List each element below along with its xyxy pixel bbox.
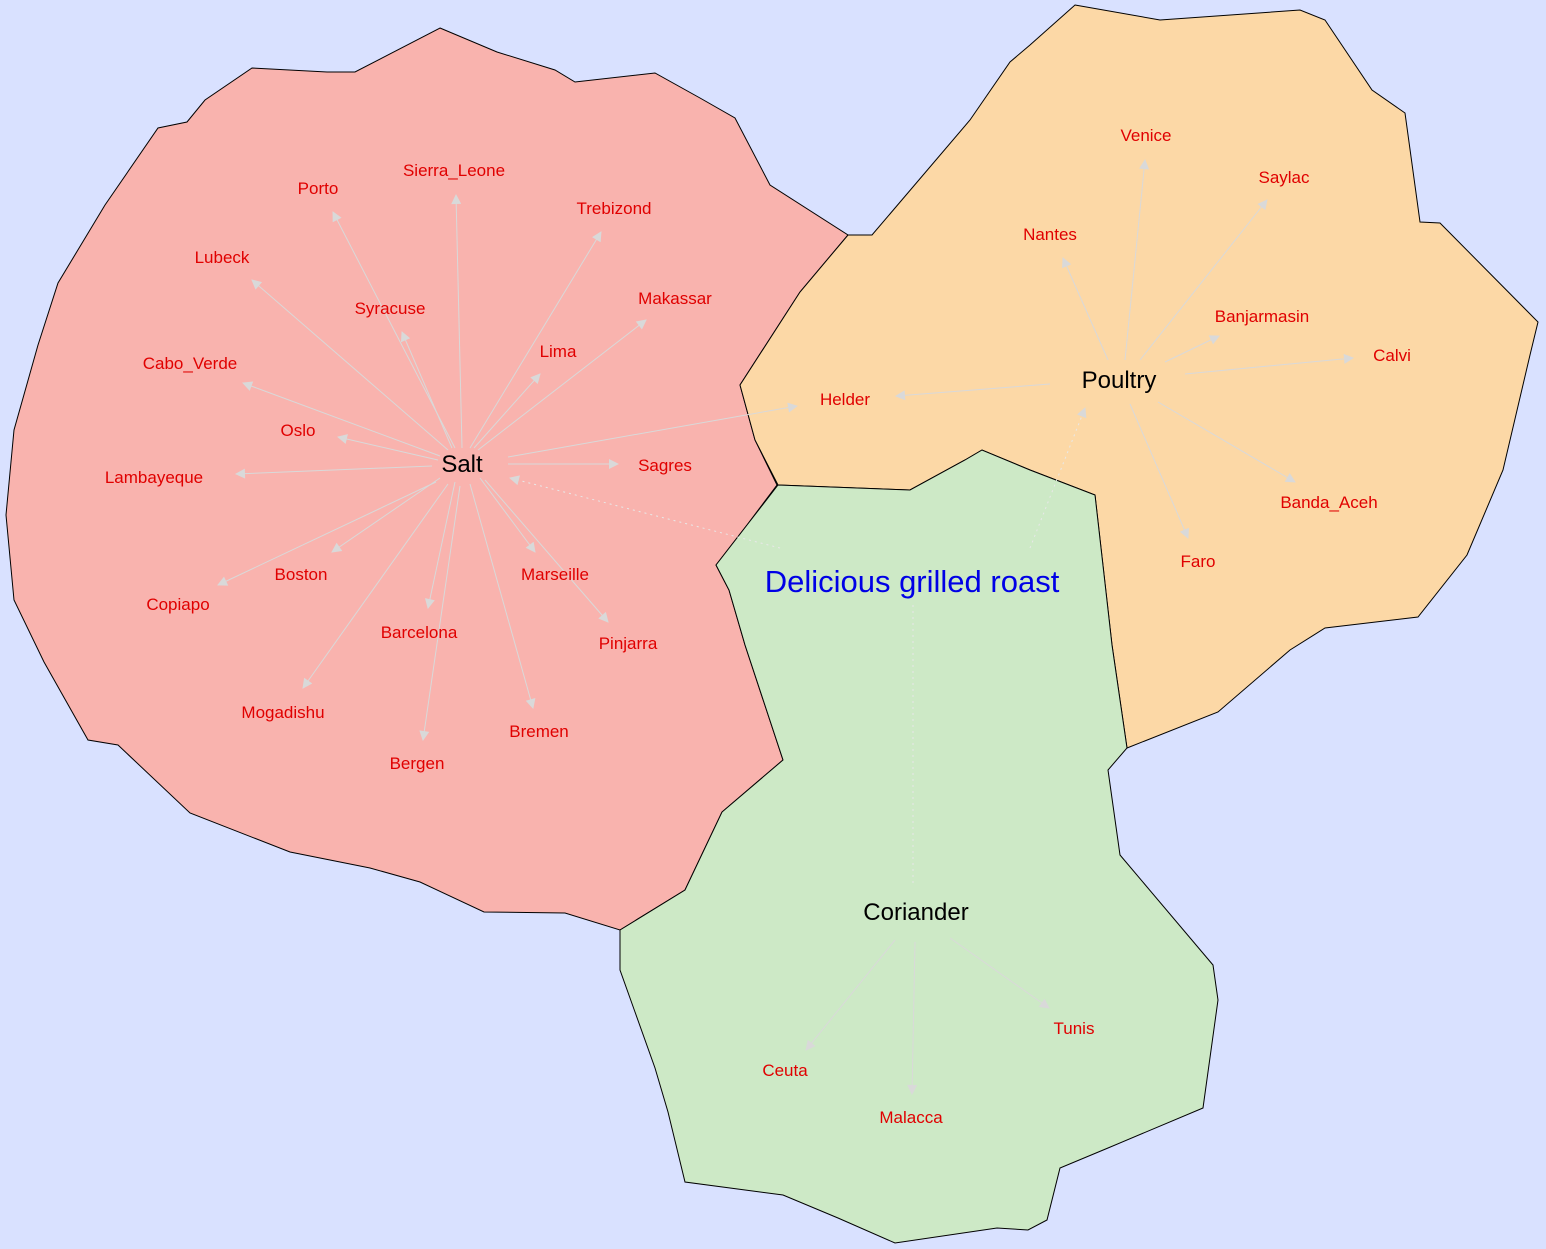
salt-edge-bremen: [469, 483, 536, 709]
salt-edge-helder: [507, 402, 798, 458]
salt-edge-trebizond: [469, 231, 602, 449]
coriander-edge-malacca: [907, 941, 918, 1095]
salt-edge-marseille: [479, 477, 536, 553]
salt-edge-sierra-leone: [451, 194, 463, 449]
salt-edge-mogadishu: [302, 483, 449, 689]
city-sagres[interactable]: Sagres: [638, 456, 692, 475]
salt-edge-barcelona: [424, 481, 456, 609]
title-to-salt-edge: [509, 475, 781, 549]
salt-edge-cabo-verde: [242, 381, 441, 457]
city-trebizond[interactable]: Trebizond: [577, 199, 652, 218]
poultry-edge-banjarmasin: [1164, 335, 1220, 363]
poultry-edge-helder: [895, 383, 1051, 401]
coriander-region: [619, 449, 1219, 1244]
coriander-edge-ceuta: [805, 939, 896, 1051]
city-cabo-verde[interactable]: Cabo_Verde: [143, 354, 238, 373]
poultry-edge-banda-aceh: [1157, 401, 1296, 483]
salt-edge-oslo: [337, 434, 439, 461]
salt-edge-boston: [331, 477, 441, 553]
hub-poultry[interactable]: Poultry: [1082, 367, 1157, 394]
city-helder[interactable]: Helder: [820, 390, 870, 409]
city-sierra-leone[interactable]: Sierra_Leone: [403, 161, 505, 180]
city-banda-aceh[interactable]: Banda_Aceh: [1280, 493, 1377, 512]
city-tunis[interactable]: Tunis: [1054, 1019, 1095, 1038]
salt-edge-lubeck: [251, 279, 449, 451]
city-faro[interactable]: Faro: [1181, 552, 1216, 571]
city-bremen[interactable]: Bremen: [509, 722, 569, 741]
poultry-edge-calvi: [1184, 353, 1354, 375]
city-mogadishu[interactable]: Mogadishu: [241, 703, 324, 722]
map-title: Delicious grilled roast: [765, 564, 1060, 599]
hub-salt[interactable]: Salt: [441, 451, 483, 478]
coriander-edge-tunis: [949, 937, 1050, 1009]
city-lambayeque[interactable]: Lambayeque: [105, 468, 203, 487]
city-banjarmasin[interactable]: Banjarmasin: [1215, 307, 1310, 326]
salt-region: [5, 27, 849, 931]
city-marseille[interactable]: Marseille: [521, 565, 589, 584]
city-boston[interactable]: Boston: [275, 565, 328, 584]
salt-edge-makassar: [477, 319, 647, 451]
city-bergen[interactable]: Bergen: [390, 754, 445, 773]
city-lima[interactable]: Lima: [540, 342, 577, 361]
city-barcelona[interactable]: Barcelona: [381, 623, 458, 642]
city-copiapo[interactable]: Copiapo: [146, 595, 209, 614]
city-venice[interactable]: Venice: [1120, 126, 1171, 145]
city-oslo[interactable]: Oslo: [281, 421, 316, 440]
salt-edge-bergen: [419, 485, 461, 741]
salt-edge-lambayeque: [235, 465, 433, 479]
salt-edge-copiapo: [217, 481, 437, 586]
city-lubeck[interactable]: Lubeck: [195, 248, 250, 267]
city-syracuse[interactable]: Syracuse: [355, 299, 426, 318]
title-to-poultry-edge: [1029, 407, 1087, 549]
salt-edge-lima: [473, 373, 541, 449]
city-porto[interactable]: Porto: [298, 179, 339, 198]
city-makassar[interactable]: Makassar: [638, 289, 712, 308]
city-calvi[interactable]: Calvi: [1373, 346, 1411, 365]
city-malacca[interactable]: Malacca: [879, 1108, 943, 1127]
poultry-edge-venice: [1124, 159, 1150, 361]
hub-coriander[interactable]: Coriander: [863, 899, 968, 926]
poultry-edge-nantes: [1062, 257, 1109, 361]
poultry-edge-saylac: [1139, 199, 1268, 361]
poultry-edge-faro: [1129, 403, 1190, 539]
city-nantes[interactable]: Nantes: [1023, 225, 1077, 244]
city-pinjarra[interactable]: Pinjarra: [599, 634, 658, 653]
city-saylac[interactable]: Saylac: [1258, 168, 1310, 187]
city-ceuta[interactable]: Ceuta: [762, 1061, 808, 1080]
salt-edge-syracuse: [400, 331, 453, 449]
salt-edge-pinjarra: [484, 479, 609, 623]
